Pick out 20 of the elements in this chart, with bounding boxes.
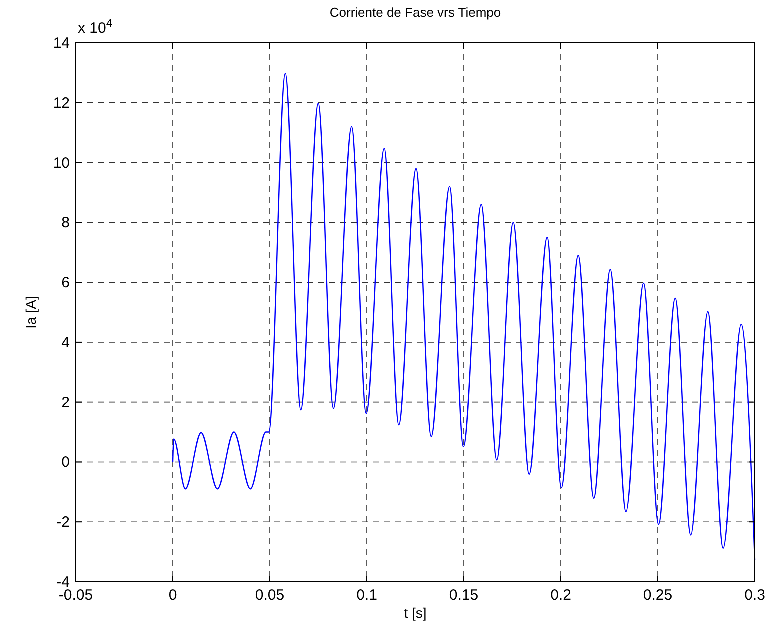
x-axis-title: t [s]: [404, 605, 427, 621]
text: x 10$^{4}$: [78, 18, 113, 37]
x-tick-label: 0.15: [449, 587, 479, 604]
y-tick-label: -2: [56, 514, 70, 532]
y-tick-label: 10: [53, 154, 70, 172]
y-tick-label: 14: [53, 35, 70, 52]
y-axis-title: Ia [A]: [23, 296, 39, 329]
y-tick-label: 0: [62, 454, 70, 472]
y-tick-label: 6: [62, 274, 70, 292]
y-tick-label: 2: [62, 394, 70, 412]
y-tick-label: 8: [62, 214, 70, 232]
chart-title: Corriente de Fase vrs Tiempo: [330, 5, 502, 20]
x-tick-label: 0.3: [744, 587, 766, 604]
x-tick-label: 0.1: [356, 587, 378, 604]
y-tick-label: 12: [53, 94, 70, 112]
x-tick-label: 0.05: [255, 587, 285, 604]
x-tick-label: 0: [168, 587, 178, 604]
x-tick-label: 0.25: [643, 587, 673, 604]
y-tick-label: 4: [62, 334, 70, 352]
x-tick-label: 0.2: [550, 587, 572, 604]
